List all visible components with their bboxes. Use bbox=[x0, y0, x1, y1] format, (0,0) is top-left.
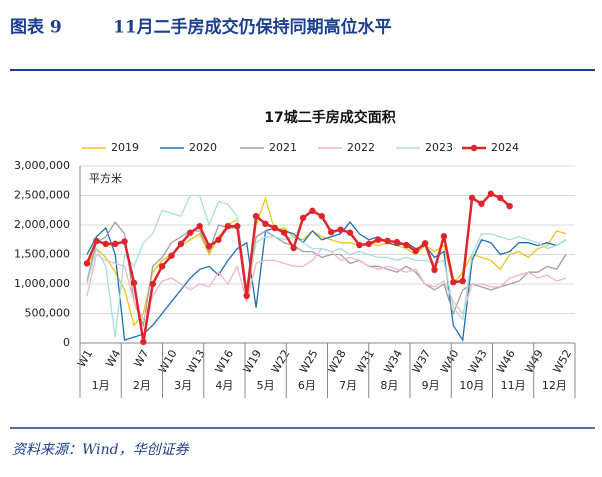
series-line bbox=[86, 194, 567, 338]
legend-marker bbox=[470, 144, 478, 152]
point-marker bbox=[224, 222, 232, 230]
chart-title: 17城二手房成交面积 bbox=[264, 109, 395, 126]
month-label: 9月 bbox=[422, 379, 440, 392]
point-marker bbox=[290, 244, 297, 252]
month-label: 12月 bbox=[542, 379, 567, 392]
y-tick-label: 500,000 bbox=[25, 307, 71, 320]
point-marker bbox=[327, 228, 335, 236]
point-marker bbox=[450, 279, 457, 286]
point-marker bbox=[158, 263, 166, 270]
x-tick-label: W52 bbox=[551, 348, 575, 376]
x-tick-label: W1 bbox=[75, 348, 95, 370]
month-label: 7月 bbox=[339, 379, 357, 392]
month-label: 1月 bbox=[92, 379, 110, 392]
y-tick-label: 0 bbox=[63, 336, 70, 349]
point-marker bbox=[271, 224, 279, 232]
x-tick-label: W4 bbox=[103, 347, 123, 369]
x-tick-label: W16 bbox=[212, 348, 236, 376]
point-marker bbox=[309, 207, 316, 215]
point-marker bbox=[93, 237, 100, 245]
y-tick-label: 1,000,000 bbox=[14, 277, 70, 290]
point-marker bbox=[168, 252, 175, 259]
legend-label: 2022 bbox=[347, 141, 375, 154]
point-marker bbox=[487, 190, 495, 197]
series-line bbox=[86, 221, 567, 342]
point-marker bbox=[130, 279, 138, 287]
x-tick-label: W10 bbox=[156, 348, 180, 376]
x-tick-label: W31 bbox=[353, 348, 377, 376]
legend-label: 2023 bbox=[425, 141, 453, 154]
month-label: 5月 bbox=[257, 379, 275, 392]
series-line bbox=[86, 220, 567, 328]
point-marker bbox=[384, 237, 391, 245]
x-tick-label: W13 bbox=[184, 348, 208, 376]
point-marker bbox=[234, 222, 241, 230]
figure-label: 图表 9 bbox=[10, 17, 62, 38]
y-tick-label: 1,500,000 bbox=[14, 248, 70, 261]
month-label: 3月 bbox=[174, 379, 192, 392]
point-marker bbox=[365, 240, 372, 248]
series-line bbox=[85, 192, 511, 342]
x-tick-label: W46 bbox=[494, 348, 518, 376]
point-marker bbox=[318, 212, 326, 220]
point-marker bbox=[468, 194, 476, 202]
x-tick-label: W28 bbox=[325, 348, 349, 376]
point-marker bbox=[421, 240, 429, 247]
legend-label: 2021 bbox=[269, 141, 297, 154]
point-marker bbox=[374, 236, 382, 243]
month-label: 8月 bbox=[380, 379, 398, 392]
month-label: 4月 bbox=[215, 379, 233, 392]
point-marker bbox=[506, 202, 513, 210]
x-tick-label: W7 bbox=[131, 347, 151, 369]
point-marker bbox=[149, 280, 156, 288]
x-tick-label: W40 bbox=[438, 348, 462, 376]
point-marker bbox=[196, 222, 203, 230]
month-label: 10月 bbox=[459, 379, 484, 392]
source: 资料来源：Wind，华创证券 bbox=[12, 442, 190, 458]
point-marker bbox=[83, 260, 91, 267]
point-marker bbox=[346, 229, 354, 236]
point-marker bbox=[187, 229, 194, 236]
month-label: 2月 bbox=[133, 379, 151, 392]
point-marker bbox=[431, 266, 438, 274]
point-marker bbox=[205, 243, 213, 250]
point-marker bbox=[497, 194, 504, 202]
point-marker bbox=[121, 238, 128, 245]
x-tick-label: W19 bbox=[241, 348, 265, 376]
point-marker bbox=[356, 241, 363, 249]
month-label: 11月 bbox=[501, 379, 526, 392]
point-marker bbox=[111, 240, 119, 248]
x-tick-label: W25 bbox=[297, 348, 321, 376]
point-marker bbox=[252, 212, 260, 220]
point-marker bbox=[177, 240, 185, 248]
point-marker bbox=[403, 241, 410, 249]
point-marker bbox=[262, 220, 269, 228]
x-tick-label: W34 bbox=[381, 348, 405, 376]
y-tick-label: 3,000,000 bbox=[14, 159, 70, 172]
figure-title: 11月二手房成交仍保持同期高位水平 bbox=[113, 17, 392, 38]
x-tick-label: W43 bbox=[466, 348, 490, 376]
month-label: 6月 bbox=[298, 379, 316, 392]
point-marker bbox=[281, 229, 288, 236]
point-marker bbox=[140, 338, 147, 346]
x-tick-label: W37 bbox=[410, 348, 434, 376]
point-marker bbox=[440, 233, 448, 240]
point-marker bbox=[337, 226, 344, 233]
y-tick-label: 2,500,000 bbox=[14, 189, 70, 202]
point-marker bbox=[215, 236, 222, 243]
y-tick-label: 2,000,000 bbox=[14, 218, 70, 231]
legend-label: 2024 bbox=[491, 141, 519, 154]
legend-label: 2020 bbox=[189, 141, 217, 154]
point-marker bbox=[459, 277, 466, 285]
point-marker bbox=[243, 292, 250, 299]
point-marker bbox=[299, 214, 307, 222]
point-marker bbox=[412, 247, 419, 255]
y-unit: 平方米 bbox=[89, 171, 122, 185]
legend-label: 2019 bbox=[111, 141, 139, 154]
point-marker bbox=[478, 200, 485, 207]
point-marker bbox=[102, 240, 109, 248]
point-marker bbox=[393, 238, 401, 246]
x-tick-label: W22 bbox=[269, 348, 293, 376]
